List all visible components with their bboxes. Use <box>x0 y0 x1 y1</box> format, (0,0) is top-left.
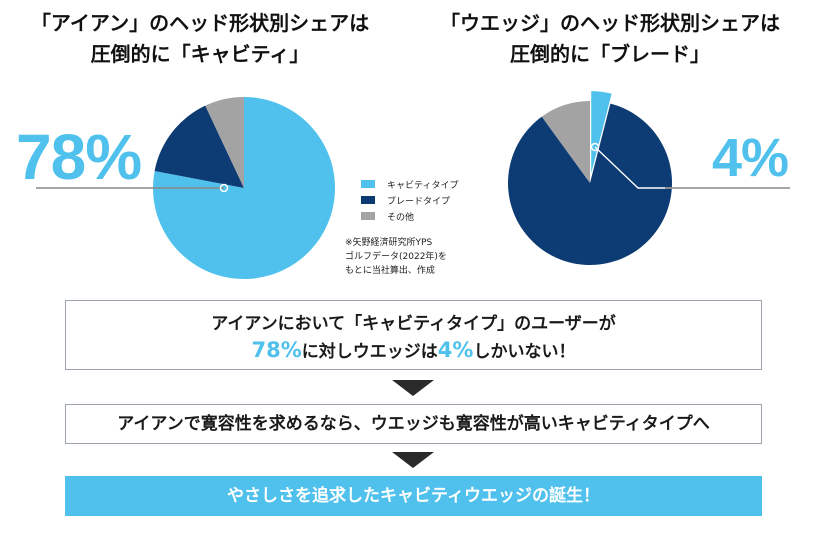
finding-box: アイアンにおいて「キャビティタイプ」のユーザーが 78%に対しウエッジは4%しか… <box>65 300 762 370</box>
wedge-slice-blade <box>507 103 672 266</box>
conclusion-banner: やさしさを追求したキャビティウエッジの誕生！ <box>65 476 762 516</box>
legend-label-other: その他 <box>387 212 415 223</box>
chart-legend: キャビティタイプ ブレードタイプ その他 <box>361 176 458 224</box>
iron-title-line-2: 圧倒的に「キャビティ」 <box>90 42 310 66</box>
source-note-line-2: ゴルフデータ(2022年)を <box>345 252 447 262</box>
wedge-title-line-2: 圧倒的に「ブレード」 <box>510 42 710 66</box>
legend-label-blade: ブレードタイプ <box>387 196 451 207</box>
wedge-callout-dot <box>590 142 600 152</box>
finding-wedge-pct: 4% <box>437 338 474 362</box>
iron-cavity-percentage: 78% <box>16 121 142 193</box>
wedge-pie-chart <box>507 91 672 266</box>
source-note-line-1: ※矢野経済研究所YPS <box>345 238 433 248</box>
down-arrow-icon <box>392 380 434 396</box>
iron-slice-other <box>205 97 244 188</box>
wedge-slice-cavity <box>591 91 612 174</box>
down-arrow-icon <box>392 452 434 468</box>
source-note: ※矢野経済研究所YPS ゴルフデータ(2022年)を もとに当社算出、作成 <box>345 236 447 278</box>
finding-line-2: 78%に対しウエッジは4%しかいない！ <box>66 336 761 366</box>
source-note-line-3: もとに当社算出、作成 <box>345 266 435 276</box>
callout-lines <box>36 142 790 193</box>
iron-callout-dot <box>219 183 229 193</box>
wedge-title-line-1: 「ウエッジ」のヘッド形状別シェアは <box>440 11 780 35</box>
legend-swatch-blade <box>361 196 375 204</box>
finding-mid-text: に対しウエッジは <box>301 342 438 362</box>
pie-charts <box>36 91 790 279</box>
iron-slice-blade <box>154 105 244 188</box>
iron-pie-chart <box>153 97 336 279</box>
legend-item-other: その他 <box>361 208 458 224</box>
recommendation-box: アイアンで寛容性を求めるなら、ウエッジも寛容性が高いキャビティタイプへ <box>65 404 762 444</box>
iron-slice-cavity <box>153 97 336 279</box>
legend-swatch-cavity <box>361 180 375 188</box>
wedge-cavity-percentage: 4% <box>712 128 789 188</box>
wedge-slice-other <box>541 101 590 183</box>
legend-swatch-other <box>361 212 375 220</box>
finding-end-text: しかいない！ <box>473 342 576 362</box>
finding-line-1: アイアンにおいて「キャビティタイプ」のユーザーが <box>211 314 616 334</box>
legend-item-blade: ブレードタイプ <box>361 192 458 208</box>
wedge-share-title: 「ウエッジ」のヘッド形状別シェアは 圧倒的に「ブレード」 <box>400 8 820 70</box>
iron-share-title: 「アイアン」のヘッド形状別シェアは 圧倒的に「キャビティ」 <box>0 8 400 70</box>
legend-item-cavity: キャビティタイプ <box>361 176 458 192</box>
finding-iron-pct: 78% <box>251 338 302 362</box>
legend-label-cavity: キャビティタイプ <box>387 180 459 191</box>
iron-title-line-1: 「アイアン」のヘッド形状別シェアは <box>30 11 370 35</box>
